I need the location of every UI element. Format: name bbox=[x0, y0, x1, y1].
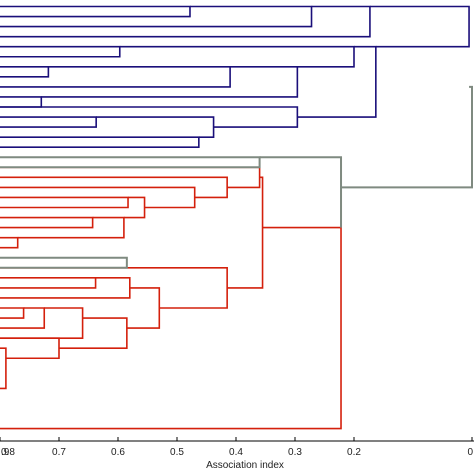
dendrogram-link-4 bbox=[0, 66, 50, 78]
dendrogram-link-14 bbox=[369, 5, 470, 48]
dendrogram-link-34 bbox=[0, 347, 7, 390]
dendrogram-link-43 bbox=[259, 156, 343, 228]
dendrogram-link-0 bbox=[0, 5, 191, 18]
dendrogram-link-23 bbox=[0, 277, 97, 289]
dendrogram-link-10 bbox=[0, 136, 200, 148]
dendrogram-link-16 bbox=[0, 216, 94, 229]
dendrogram-link-42 bbox=[0, 156, 261, 169]
x-tick-label-4: 0.5 bbox=[170, 447, 184, 458]
x-tick-label-3: 0.6 bbox=[111, 447, 125, 458]
dendrogram-link-40 bbox=[0, 226, 342, 430]
dendrogram-link-1 bbox=[0, 5, 313, 28]
dendrogram-link-7 bbox=[41, 66, 299, 98]
dendrogram-links bbox=[0, 5, 473, 430]
dendrogram-link-2 bbox=[0, 5, 371, 38]
dendrogram-link-39 bbox=[227, 176, 264, 289]
dendrogram-link-18 bbox=[17, 216, 125, 239]
dendrogram-link-11 bbox=[96, 116, 215, 138]
x-tick-label-0: .9 bbox=[1, 447, 10, 458]
dendrogram-link-3 bbox=[0, 45, 121, 58]
dendrogram-link-37 bbox=[126, 287, 161, 329]
dendrogram-link-15 bbox=[0, 196, 129, 209]
x-tick-label-1: 0.8 bbox=[1, 447, 15, 458]
dendrogram-link-9 bbox=[0, 116, 97, 128]
x-tick-label-2: 0.7 bbox=[52, 447, 66, 458]
dendrogram-link-35 bbox=[0, 337, 60, 360]
x-axis: .90.8 0.7 0.6 0.5 0.4 0.3 0.2 0 Association ind… bbox=[0, 437, 474, 471]
x-tick-label-7: 0.2 bbox=[347, 447, 361, 458]
x-tick-label-5: 0.4 bbox=[229, 447, 243, 458]
x-axis-title: Association index bbox=[206, 460, 284, 471]
dendrogram-link-8 bbox=[119, 45, 355, 68]
dendrogram-link-13 bbox=[297, 45, 377, 118]
x-tick-label-6: 0.3 bbox=[288, 447, 302, 458]
dendrogram-link-27 bbox=[0, 307, 84, 339]
dendrogram-link-44 bbox=[341, 85, 473, 189]
dendrogram-link-26 bbox=[0, 307, 46, 329]
x-axis-ticks: .90.8 0.7 0.6 0.5 0.4 0.3 0.2 0 bbox=[0, 437, 473, 458]
dendrogram-link-25 bbox=[0, 307, 25, 319]
x-tick-label-8: 0 bbox=[467, 447, 473, 458]
dendrogram-link-6 bbox=[0, 96, 43, 108]
dendrogram-link-5 bbox=[0, 66, 231, 88]
dendrogram-link-17 bbox=[0, 236, 19, 249]
dendrogram-link-41 bbox=[0, 256, 128, 269]
dendrogram-link-36 bbox=[59, 317, 128, 349]
